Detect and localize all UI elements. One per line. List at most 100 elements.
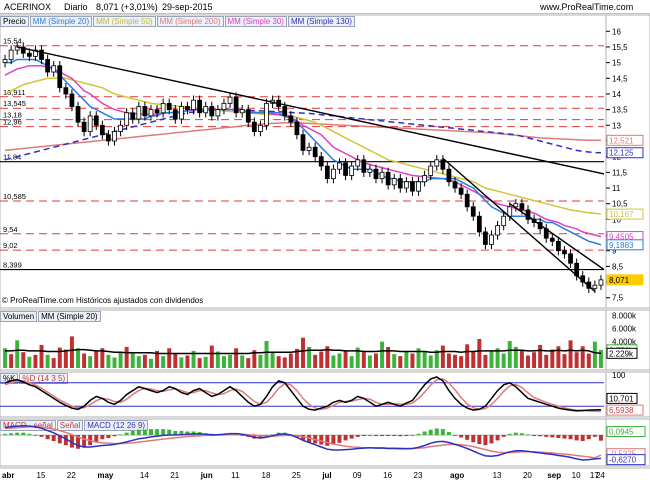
candle-body [568, 253, 573, 264]
macd-histogram-bar [9, 433, 14, 436]
macd-histogram-bar [57, 435, 62, 444]
volume-bar [63, 349, 68, 368]
x-tick-label: 22 [67, 471, 76, 480]
x-tick-label: 15 [37, 471, 46, 480]
legend-item-signal[interactable]: Señal [56, 420, 84, 431]
macd-signal-line [4, 426, 602, 459]
volume-bar [538, 344, 543, 368]
candle-body [403, 181, 409, 189]
macd-line [4, 424, 602, 461]
volume-bar [513, 346, 518, 368]
volume-bar [118, 352, 123, 368]
candle-body [367, 168, 373, 173]
volume-bar [410, 353, 415, 368]
volume-bar [446, 353, 451, 368]
macd-histogram-bar [544, 435, 549, 437]
legend-item-volume-ma[interactable]: MM (Simple 20) [38, 311, 101, 322]
volume-bar [209, 345, 214, 368]
candle-body [428, 165, 434, 176]
level-label: 11,84 [3, 153, 21, 162]
candle-body [300, 134, 306, 151]
panel-frame-macd [0, 418, 650, 467]
volume-bar [349, 356, 354, 368]
macd-histogram-bar [501, 435, 506, 437]
stoch-k-line [4, 376, 602, 412]
legend-item-sma30[interactable]: MM (Simple 30) [224, 16, 287, 27]
macd-histogram-bar [355, 435, 360, 437]
volume-bar [228, 354, 233, 368]
legend-item-macd[interactable]: MACD (12 26 9) [84, 420, 149, 431]
volume-bar [471, 350, 476, 368]
macd-histogram-bar [258, 435, 263, 439]
level-label: 12,96 [3, 118, 22, 127]
legend-item-d[interactable]: %D (14 3 5) [19, 373, 69, 384]
candle-body [434, 159, 440, 167]
x-tick-label: 20 [523, 471, 532, 480]
macd-histogram-bar [27, 433, 32, 436]
volume-bar [331, 355, 336, 368]
macd-value-box [606, 454, 646, 466]
candle-body [476, 215, 482, 233]
legend-item-volume[interactable]: Volumen [0, 311, 38, 322]
candle-body [483, 231, 488, 245]
value-box-label: 12,521 [609, 136, 634, 145]
candle-body [239, 109, 245, 114]
volume-bar [76, 348, 80, 368]
legend-item-sma200[interactable]: MM (Simple 200) [156, 16, 224, 27]
macd-histogram-bar [507, 433, 512, 436]
legend-item-sma20[interactable]: MM (Simple 20) [29, 16, 93, 27]
panel-frame-price [0, 14, 650, 309]
candle-body [130, 112, 136, 120]
volume-bar [307, 346, 312, 368]
volume-bar [343, 350, 348, 368]
candle-body [2, 59, 8, 64]
candle-body [464, 193, 470, 208]
macd-histogram-bar [489, 435, 494, 444]
value-box [606, 134, 644, 146]
sma20-line [5, 58, 602, 246]
candle-body [172, 109, 178, 120]
volume-bar [142, 354, 147, 368]
stoch-tick-label: 6,5938 [609, 406, 634, 415]
macd-histogram-bar [94, 435, 99, 442]
candle-body [227, 96, 233, 104]
candle-body [337, 162, 342, 170]
candle-body [136, 106, 142, 120]
candle-body [124, 112, 130, 126]
macd-histogram-bar [167, 429, 172, 436]
volume-tick-label: 8.000k [612, 311, 637, 320]
value-box-label: 12,125 [609, 149, 634, 158]
volume-bar [568, 340, 573, 368]
macd-histogram-bar [538, 435, 543, 437]
legend-item-sma50[interactable]: MM (Simple 50) [93, 16, 156, 27]
volume-bar [51, 358, 56, 368]
candle-body [324, 165, 330, 180]
volume-bar [519, 350, 524, 368]
candle-body [87, 115, 93, 132]
candle-body [495, 225, 500, 236]
x-tick-label: jul [321, 471, 331, 480]
macd-histogram-bar [404, 435, 409, 437]
volume-bar [112, 357, 117, 368]
volume-bar [15, 340, 20, 368]
stoch-value-box [606, 392, 638, 404]
legend-item-sma130[interactable]: MM (Simple 130) [287, 16, 355, 27]
volume-bar [240, 355, 245, 368]
candle-body [160, 102, 166, 114]
candle-body [422, 175, 427, 183]
volume-bar [124, 346, 129, 368]
candle-body [26, 52, 32, 57]
volume-bar [483, 354, 488, 368]
volume-bar [21, 352, 26, 368]
volume-bar [319, 351, 324, 368]
volume-bar [313, 354, 318, 368]
macd-histogram-bar [173, 430, 178, 436]
value-box [606, 147, 644, 159]
volume-bar [197, 358, 202, 368]
macd-histogram-bar [453, 435, 457, 437]
macd-histogram-bar [392, 435, 397, 437]
price-tick-label: 9 [612, 247, 617, 256]
x-tick-label: 17 [590, 471, 599, 480]
volume-bar [45, 354, 50, 368]
volume-bar [215, 351, 220, 368]
